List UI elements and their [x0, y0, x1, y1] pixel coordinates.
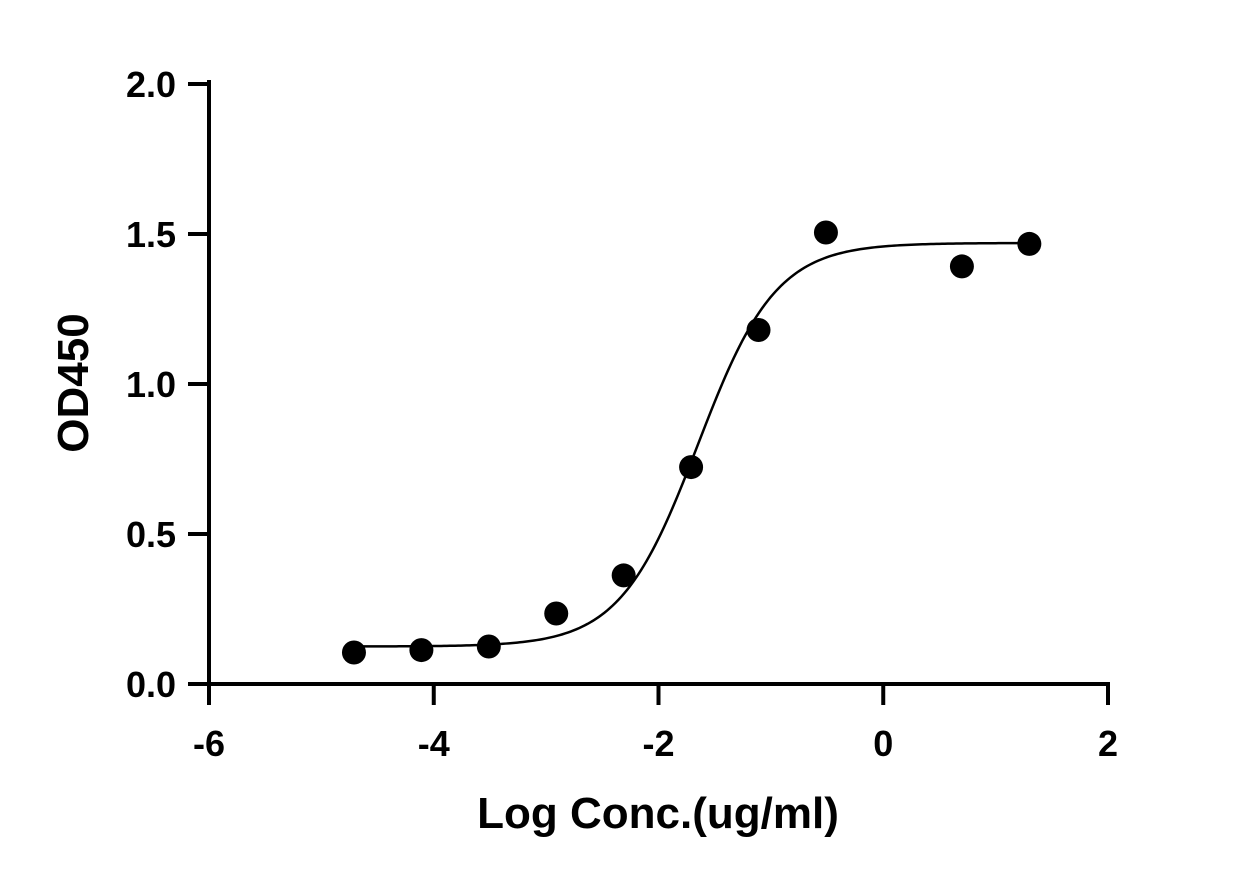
data-point	[1017, 231, 1042, 256]
x-axis-title: Log Conc.(ug/ml)	[477, 789, 839, 838]
x-ticks: -6 -4 -2 0 2	[193, 684, 1118, 764]
y-ticks: 0.0 0.5 1.0 1.5 2.0	[126, 64, 209, 705]
y-tick-label: 2.0	[126, 64, 176, 105]
x-tick-label: -6	[193, 723, 225, 764]
x-tick-label: -2	[642, 723, 674, 764]
fit-curve	[353, 241, 1030, 648]
y-tick-label: 0.0	[126, 664, 176, 705]
data-point	[949, 254, 974, 279]
x-tick-label: 0	[873, 723, 893, 764]
x-tick-label: 2	[1098, 723, 1118, 764]
data-point	[679, 455, 704, 480]
y-tick-label: 1.0	[126, 364, 176, 405]
y-axis-title: OD450	[49, 313, 98, 452]
data-point	[611, 563, 636, 588]
y-tick-label: 0.5	[126, 514, 176, 555]
data-point	[544, 601, 569, 626]
data-point	[409, 638, 434, 663]
data-point	[746, 318, 771, 342]
data-points	[341, 220, 1042, 665]
data-point	[813, 220, 838, 245]
data-point	[341, 640, 366, 665]
y-tick-label: 1.5	[126, 214, 176, 255]
axes	[207, 80, 1110, 686]
x-tick-label: -4	[418, 723, 450, 764]
data-point	[476, 634, 501, 659]
